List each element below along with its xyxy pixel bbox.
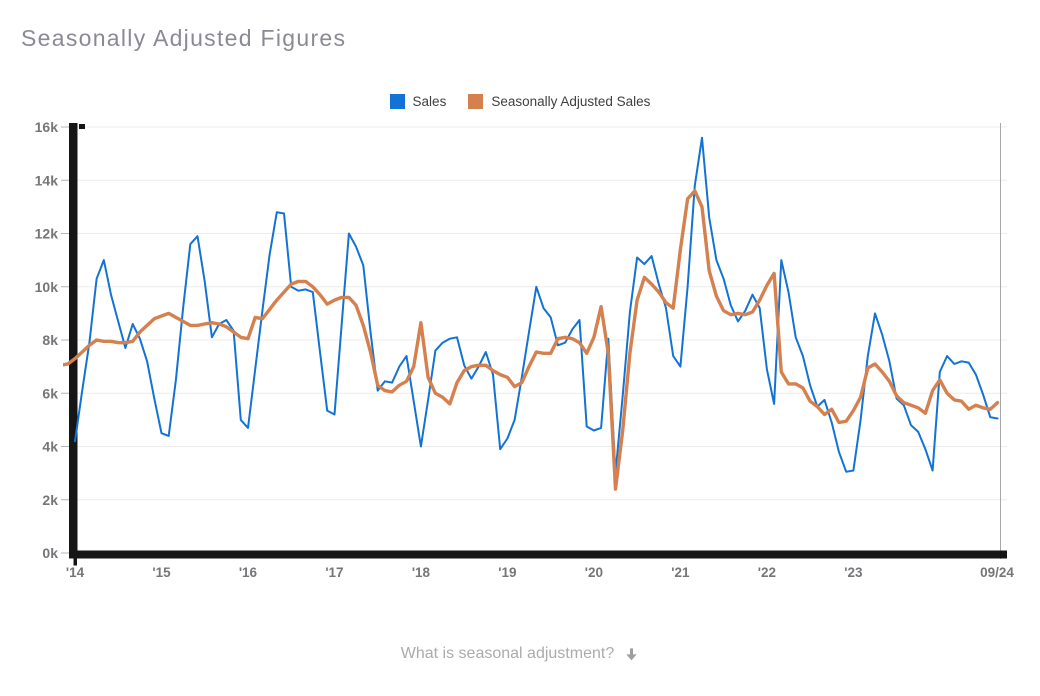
y-axis-tick-label: 4k xyxy=(42,439,58,455)
x-axis-tick-label: '20 xyxy=(585,565,603,580)
seasonal-adjustment-help-link[interactable]: What is seasonal adjustment? xyxy=(0,645,1040,663)
sales-swatch-icon xyxy=(389,94,405,109)
down-arrow-icon xyxy=(626,647,637,660)
x-axis-tick-label: '17 xyxy=(325,565,343,580)
x-axis-line xyxy=(69,550,1007,559)
x-axis-tick-label: '15 xyxy=(152,565,171,580)
help-link-text: What is seasonal adjustment? xyxy=(400,645,615,662)
y-axis-tick-label: 14k xyxy=(35,172,59,188)
x-axis-tick-label: '16 xyxy=(239,565,258,580)
seasonally-adjusted-sales-swatch-icon xyxy=(468,94,484,109)
legend-label-seasonally-adjusted-sales: Seasonally Adjusted Sales xyxy=(491,94,651,109)
x-axis-tick-label: '18 xyxy=(412,565,431,580)
chart-legend: Sales Seasonally Adjusted Sales xyxy=(0,94,1040,109)
series-line-seasonally-adjusted-sales xyxy=(63,189,1000,491)
x-axis-tick-label: '21 xyxy=(671,565,690,580)
x-axis-tick-label: '23 xyxy=(844,565,863,580)
legend-label-sales: Sales xyxy=(412,94,447,109)
y-axis-tick-label: 12k xyxy=(35,226,59,242)
page-title: Seasonally Adjusted Figures xyxy=(21,25,347,51)
y-axis-tick-label: 10k xyxy=(35,279,59,295)
x-axis-tick-label: '14 xyxy=(66,565,85,580)
x-axis-end-label: 09/24 xyxy=(980,565,1014,580)
y-axis-tick-label: 0k xyxy=(42,545,58,561)
y-axis-tick-label: 6k xyxy=(42,385,58,401)
series-line-sales xyxy=(74,136,999,475)
y-axis-tick-label: 2k xyxy=(42,492,58,508)
y-axis-tick-label: 8k xyxy=(42,332,58,348)
legend-item-sales[interactable]: Sales xyxy=(389,94,447,109)
x-axis-tick-label: '22 xyxy=(758,565,776,580)
y-axis-tick-label: 16k xyxy=(35,119,59,135)
legend-item-seasonally-adjusted-sales[interactable]: Seasonally Adjusted Sales xyxy=(468,94,650,109)
x-axis-tick-label: '19 xyxy=(498,565,516,580)
y-axis-line xyxy=(69,123,78,559)
